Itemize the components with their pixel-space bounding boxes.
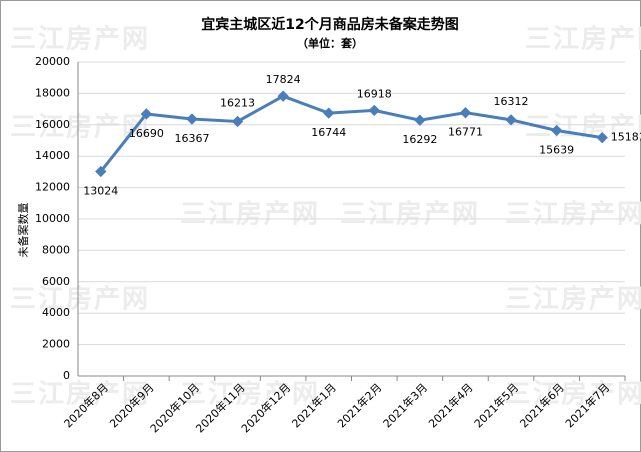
y-tick-label: 10000 [35,212,70,225]
watermark: 三江房产网 [505,200,641,230]
y-tick-label: 16000 [35,118,70,131]
y-tick-label: 8000 [42,243,70,256]
y-axis-label: 未备案数量 [16,203,30,258]
data-label: 16690 [129,127,164,140]
watermark: 三江房产网 [340,200,480,230]
data-label: 16771 [448,126,483,139]
data-label: 16312 [494,95,529,108]
data-line [99,94,603,173]
y-tick-label: 20000 [35,55,70,68]
watermark: 三江房产网 [10,380,150,410]
data-label: 16292 [402,133,437,146]
watermark: 三江房产网 [10,285,150,315]
watermark: 三江房产网 [180,200,320,230]
data-label: 16744 [311,126,346,139]
y-tick-label: 14000 [35,149,70,162]
watermark: 三江房产网 [180,380,320,410]
data-label: 16367 [174,132,209,145]
data-label: 16918 [357,87,392,100]
data-label: 13024 [83,185,118,198]
data-label: 15639 [539,143,574,156]
y-tick-label: 0 [63,369,70,382]
chart-title: 宜宾主城区近12个月商品房未备案走势图 [201,16,458,33]
watermark: 三江房产网 [505,380,641,410]
y-tick-label: 6000 [42,275,70,288]
y-tick-label: 18000 [35,86,70,99]
data-label: 15181 [611,131,641,144]
watermark: 三江房产网 [10,25,150,55]
watermark: 三江房产网 [525,25,641,55]
y-tick-label: 2000 [42,338,70,351]
data-point [596,132,608,144]
watermark: 三江房产网 [505,285,641,315]
chart-subtitle: （单位：套） [297,36,363,50]
y-tick-label: 4000 [42,306,70,319]
data-label: 17824 [266,73,301,86]
watermark: 三江房产网 [10,113,150,143]
data-label: 16213 [220,96,255,109]
y-tick-label: 12000 [35,181,70,194]
